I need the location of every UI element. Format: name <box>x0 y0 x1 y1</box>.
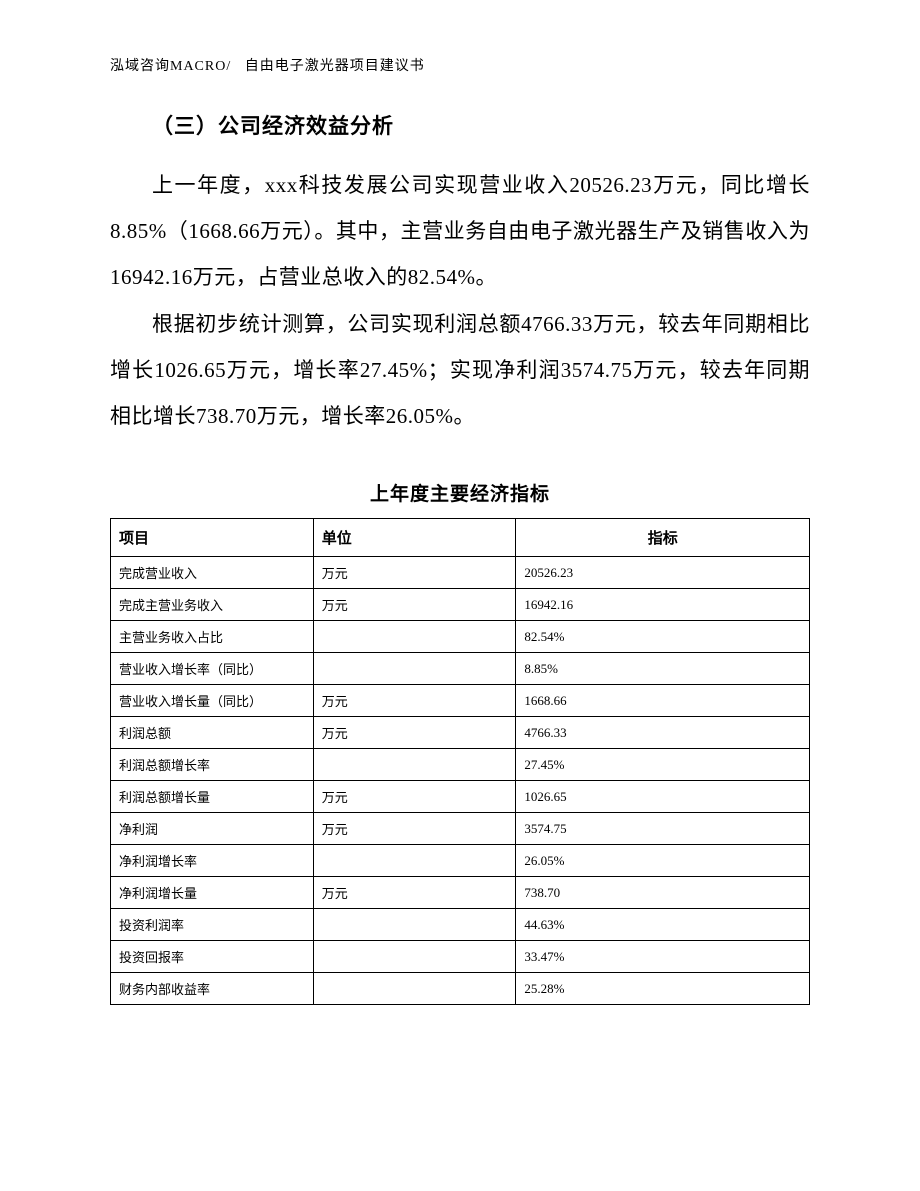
cell-unit: 万元 <box>313 685 516 717</box>
table-row: 营业收入增长率（同比） 8.85% <box>111 653 810 685</box>
cell-unit: 万元 <box>313 717 516 749</box>
cell-item: 投资利润率 <box>111 909 314 941</box>
cell-value: 4766.33 <box>516 717 810 749</box>
table-row: 完成主营业务收入万元16942.16 <box>111 589 810 621</box>
table-header-row: 项目 单位 指标 <box>111 519 810 557</box>
cell-unit: 万元 <box>313 557 516 589</box>
cell-item: 完成营业收入 <box>111 557 314 589</box>
cell-value: 26.05% <box>516 845 810 877</box>
table-row: 主营业务收入占比 82.54% <box>111 621 810 653</box>
table-row: 投资回报率 33.47% <box>111 941 810 973</box>
cell-item: 净利润增长量 <box>111 877 314 909</box>
header-company: 泓域咨询MACRO/ <box>110 59 231 74</box>
cell-value: 1026.65 <box>516 781 810 813</box>
cell-unit <box>313 749 516 781</box>
paragraph-1: 上一年度，xxx科技发展公司实现营业收入20526.23万元，同比增长8.85%… <box>110 162 810 301</box>
cell-unit <box>313 941 516 973</box>
cell-value: 738.70 <box>516 877 810 909</box>
cell-item: 财务内部收益率 <box>111 973 314 1005</box>
cell-item: 利润总额增长量 <box>111 781 314 813</box>
cell-unit: 万元 <box>313 781 516 813</box>
cell-item: 营业收入增长率（同比） <box>111 653 314 685</box>
table-header-unit: 单位 <box>313 519 516 557</box>
table-row: 净利润增长量万元738.70 <box>111 877 810 909</box>
cell-item: 利润总额增长率 <box>111 749 314 781</box>
table-row: 利润总额增长率 27.45% <box>111 749 810 781</box>
cell-value: 82.54% <box>516 621 810 653</box>
table-row: 利润总额万元4766.33 <box>111 717 810 749</box>
cell-unit: 万元 <box>313 877 516 909</box>
table-row: 投资利润率 44.63% <box>111 909 810 941</box>
cell-unit <box>313 653 516 685</box>
table-row: 净利润万元3574.75 <box>111 813 810 845</box>
cell-value: 44.63% <box>516 909 810 941</box>
table-row: 利润总额增长量万元1026.65 <box>111 781 810 813</box>
table-header-indicator: 指标 <box>516 519 810 557</box>
cell-value: 25.28% <box>516 973 810 1005</box>
cell-value: 3574.75 <box>516 813 810 845</box>
cell-item: 营业收入增长量（同比） <box>111 685 314 717</box>
cell-unit <box>313 845 516 877</box>
section-heading: （三）公司经济效益分析 <box>110 110 810 140</box>
table-row: 净利润增长率 26.05% <box>111 845 810 877</box>
economic-indicators-table: 项目 单位 指标 完成营业收入万元20526.23 完成主营业务收入万元1694… <box>110 518 810 1005</box>
cell-value: 16942.16 <box>516 589 810 621</box>
table-row: 财务内部收益率 25.28% <box>111 973 810 1005</box>
cell-unit: 万元 <box>313 813 516 845</box>
cell-item: 净利润增长率 <box>111 845 314 877</box>
cell-item: 投资回报率 <box>111 941 314 973</box>
cell-item: 主营业务收入占比 <box>111 621 314 653</box>
cell-value: 27.45% <box>516 749 810 781</box>
cell-item: 净利润 <box>111 813 314 845</box>
cell-value: 20526.23 <box>516 557 810 589</box>
paragraph-2: 根据初步统计测算，公司实现利润总额4766.33万元，较去年同期相比增长1026… <box>110 301 810 440</box>
cell-unit <box>313 909 516 941</box>
cell-value: 8.85% <box>516 653 810 685</box>
cell-item: 完成主营业务收入 <box>111 589 314 621</box>
table-title: 上年度主要经济指标 <box>110 479 810 506</box>
cell-value: 1668.66 <box>516 685 810 717</box>
cell-item: 利润总额 <box>111 717 314 749</box>
table-row: 完成营业收入万元20526.23 <box>111 557 810 589</box>
cell-unit <box>313 621 516 653</box>
page-content: （三）公司经济效益分析 上一年度，xxx科技发展公司实现营业收入20526.23… <box>110 110 810 1005</box>
table-header-item: 项目 <box>111 519 314 557</box>
cell-value: 33.47% <box>516 941 810 973</box>
cell-unit: 万元 <box>313 589 516 621</box>
cell-unit <box>313 973 516 1005</box>
page-header: 泓域咨询MACRO/ 自由电子激光器项目建议书 <box>110 55 425 75</box>
header-doc-title: 自由电子激光器项目建议书 <box>245 59 425 74</box>
table-row: 营业收入增长量（同比）万元1668.66 <box>111 685 810 717</box>
